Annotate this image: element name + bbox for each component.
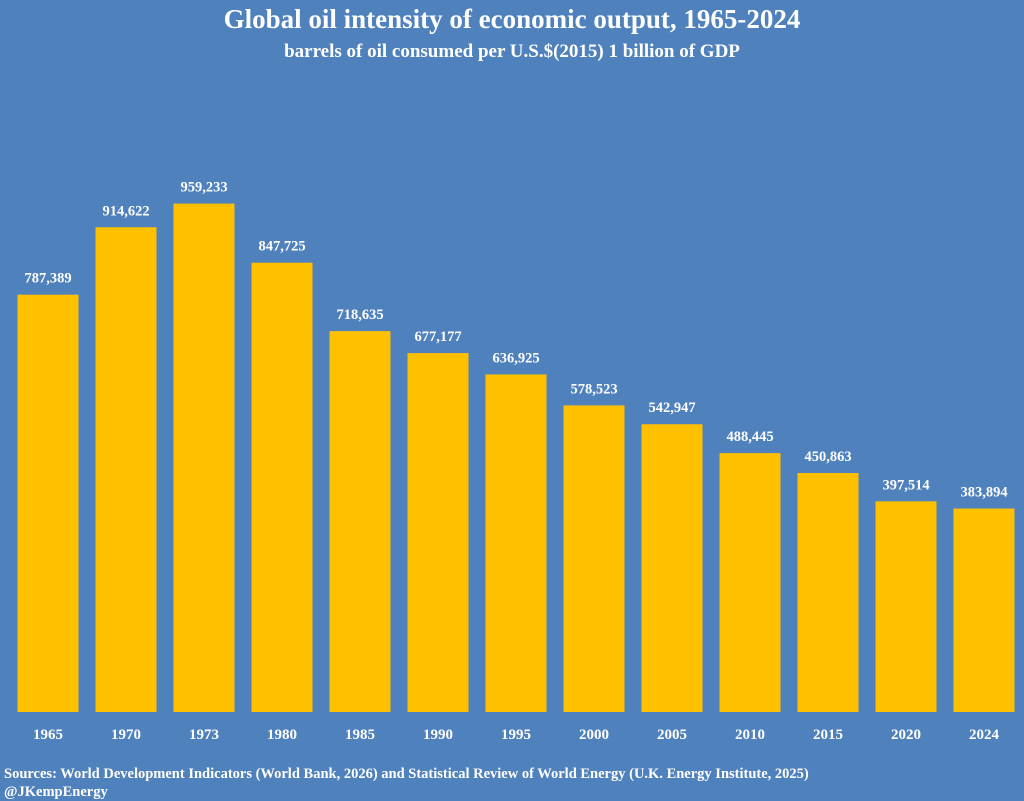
bar-1965 xyxy=(17,294,79,712)
bar-1973 xyxy=(173,203,235,712)
bar-2010 xyxy=(719,453,781,712)
x-tick-label: 2015 xyxy=(813,727,843,743)
data-label: 397,514 xyxy=(882,477,929,493)
chart-subtitle: barrels of oil consumed per U.S.$(2015) … xyxy=(284,41,740,62)
bar-2015 xyxy=(797,473,859,712)
source-note: Sources: World Development Indicators (W… xyxy=(4,766,809,782)
bar-1990 xyxy=(407,353,469,712)
bar-1970 xyxy=(95,227,157,712)
x-tick-label: 1990 xyxy=(423,727,453,743)
data-label: 959,233 xyxy=(180,180,227,196)
bar-2005 xyxy=(641,424,703,712)
x-tick-label: 1965 xyxy=(33,727,63,743)
x-tick-label: 1995 xyxy=(501,727,531,743)
x-tick-label: 1973 xyxy=(189,727,219,743)
x-tick-label: 1970 xyxy=(111,727,141,743)
chart-title: Global oil intensity of economic output,… xyxy=(223,4,801,34)
data-label: 677,177 xyxy=(414,329,461,345)
data-label: 847,725 xyxy=(258,239,305,255)
data-label: 542,947 xyxy=(648,400,695,416)
x-tick-label: 2010 xyxy=(735,727,765,743)
bar-1995 xyxy=(485,374,547,712)
data-label: 383,894 xyxy=(960,485,1007,501)
x-tick-label: 2020 xyxy=(891,727,921,743)
data-label: 718,635 xyxy=(336,307,383,323)
data-label: 787,389 xyxy=(24,271,71,287)
x-tick-label: 2005 xyxy=(657,727,687,743)
bar-1985 xyxy=(329,331,391,712)
bar-1980 xyxy=(251,262,313,712)
bar-2020 xyxy=(875,501,937,712)
bar-chart: 787,389 1965 914,622 1970 959,233 1973 847,725… xyxy=(17,180,1015,743)
bar-2000 xyxy=(563,405,625,712)
author-handle: @JKempEnergy xyxy=(4,784,108,800)
x-tick-label: 2000 xyxy=(579,727,609,743)
data-label: 578,523 xyxy=(570,381,617,397)
data-label: 636,925 xyxy=(492,350,539,366)
data-label: 914,622 xyxy=(102,203,149,219)
x-tick-label: 1980 xyxy=(267,727,297,743)
data-label: 450,863 xyxy=(804,449,851,465)
x-tick-label: 2024 xyxy=(969,727,1000,743)
x-tick-label: 1985 xyxy=(345,727,375,743)
data-label: 488,445 xyxy=(726,429,773,445)
bar-2024 xyxy=(953,508,1015,712)
